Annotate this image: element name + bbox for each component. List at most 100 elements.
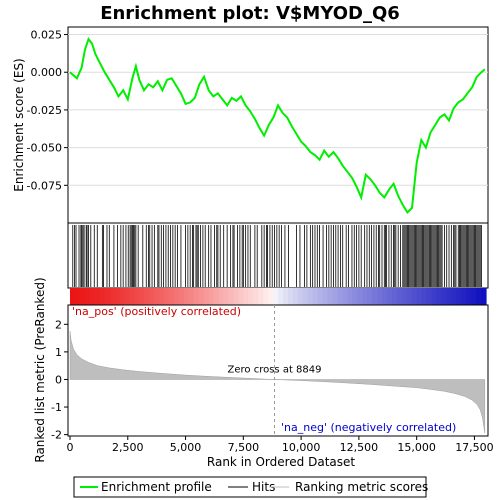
color-bar-segment xyxy=(253,288,259,305)
es-y-tick-label: 0.000 xyxy=(31,66,63,79)
es-y-tick-label: -0.025 xyxy=(27,104,62,117)
metric-panel-frame xyxy=(67,304,489,437)
x-tick-label: 10,000 xyxy=(282,441,321,454)
color-bar-segment xyxy=(208,288,215,305)
color-bar-segment xyxy=(183,288,190,305)
color-bar-segment xyxy=(352,288,358,305)
x-axis-label: Rank in Ordered Dataset xyxy=(207,455,355,469)
color-bar-segment xyxy=(174,288,180,305)
color-bar-segment xyxy=(297,288,304,305)
color-bar-segment xyxy=(322,288,329,305)
color-bar-segment xyxy=(188,288,195,305)
color-bar-segment xyxy=(471,288,477,305)
color-bar-segment xyxy=(169,288,175,305)
color-bar-segment xyxy=(203,288,210,305)
color-bar-segment xyxy=(431,288,438,305)
color-bar-segment xyxy=(94,288,101,305)
color-bar-segment xyxy=(104,288,111,305)
color-bar-segment xyxy=(223,288,230,305)
color-bar-segment xyxy=(248,288,254,305)
color-bar-segment xyxy=(446,288,452,305)
color-bar-segment xyxy=(99,288,106,305)
color-bar-segment xyxy=(481,288,487,305)
color-bar-segment xyxy=(89,288,96,305)
color-bar-segment xyxy=(144,288,150,305)
color-bar-segment xyxy=(119,288,126,305)
color-bar-segment xyxy=(466,288,472,305)
color-bar-segment xyxy=(268,288,274,305)
negative-correlation-label: 'na_neg' (negatively correlated) xyxy=(281,421,456,434)
color-bar-segment xyxy=(396,288,403,305)
color-bar-segment xyxy=(278,288,284,305)
color-bar-segment xyxy=(307,288,314,305)
color-bar-segment xyxy=(129,288,135,305)
ranking-color-bar xyxy=(70,288,487,305)
color-bar-segment xyxy=(164,288,170,305)
color-bar-segment xyxy=(367,288,373,305)
color-bar-segment xyxy=(401,288,408,305)
color-bar-segment xyxy=(332,288,339,305)
x-tick-label: 15,000 xyxy=(397,441,436,454)
color-bar-segment xyxy=(342,288,348,305)
color-bar-segment xyxy=(382,288,388,305)
color-bar-segment xyxy=(134,288,140,305)
color-bar-segment xyxy=(327,288,334,305)
color-bar-segment xyxy=(79,288,86,305)
color-bar-segment xyxy=(233,288,239,305)
metric-panel-y-ticks: 2 1 0 -1 -2 xyxy=(51,318,68,442)
color-bar-segment xyxy=(461,288,467,305)
color-bar-segment xyxy=(198,288,205,305)
legend-label-hits: Hits xyxy=(252,480,275,494)
chart-title: Enrichment plot: V$MYOD_Q6 xyxy=(100,3,400,24)
color-bar-segment xyxy=(436,288,443,305)
color-bar-segment xyxy=(312,288,319,305)
metric-y-tick-label: 2 xyxy=(55,318,62,331)
ranking-metric-area xyxy=(69,331,486,434)
color-bar-segment xyxy=(149,288,155,305)
color-bar-segment xyxy=(154,288,160,305)
color-bar-segment xyxy=(243,288,249,305)
color-bar-segment xyxy=(213,288,220,305)
color-bar-segment xyxy=(377,288,383,305)
color-bar-segment xyxy=(411,288,418,305)
color-bar-segment xyxy=(426,288,433,305)
color-bar-segment xyxy=(372,288,378,305)
color-bar-segment xyxy=(258,288,264,305)
color-bar-segment xyxy=(84,288,91,305)
x-tick-label: 7,500 xyxy=(228,441,260,454)
es-y-tick-label: -0.075 xyxy=(27,179,62,192)
color-bar-segment xyxy=(282,288,289,305)
metric-y-axis-label: Ranked list metric (PreRanked) xyxy=(33,277,47,462)
color-bar-segment xyxy=(362,288,368,305)
color-bar-segment xyxy=(416,288,423,305)
zero-cross-label: Zero cross at 8849 xyxy=(228,364,322,375)
color-bar-segment xyxy=(451,288,457,305)
color-bar-segment xyxy=(292,288,299,305)
color-bar-segment xyxy=(109,288,116,305)
color-bar-segment xyxy=(228,288,235,305)
color-bar-segment xyxy=(317,288,324,305)
x-tick-label: 12,500 xyxy=(340,441,379,454)
color-bar-segment xyxy=(441,288,447,305)
x-axis-ticks: 0 2,500 5,000 7,500 10,000 12,500 15,000 17,500 xyxy=(67,436,494,454)
hits-markers xyxy=(72,225,482,287)
x-tick-label: 0 xyxy=(67,441,74,454)
color-bar-segment xyxy=(159,288,165,305)
color-bar-segment xyxy=(263,288,269,305)
es-y-tick-label: -0.050 xyxy=(27,142,62,155)
x-tick-label: 5,000 xyxy=(170,441,202,454)
metric-y-tick-label: 0 xyxy=(55,373,62,386)
x-tick-label: 17,500 xyxy=(455,441,494,454)
metric-y-tick-label: 1 xyxy=(55,346,62,359)
color-bar-segment xyxy=(178,288,185,305)
positive-correlation-label: 'na_pos' (positively correlated) xyxy=(72,305,241,318)
color-bar-segment xyxy=(70,288,76,305)
color-bar-segment xyxy=(193,288,200,305)
color-bar-segment xyxy=(357,288,363,305)
es-y-tick-label: 0.025 xyxy=(31,29,63,42)
color-bar-segment xyxy=(421,288,428,305)
color-bar-segment xyxy=(337,288,343,305)
color-bar-segment xyxy=(406,288,413,305)
color-bar-segment xyxy=(139,288,145,305)
color-bar-segment xyxy=(124,288,131,305)
